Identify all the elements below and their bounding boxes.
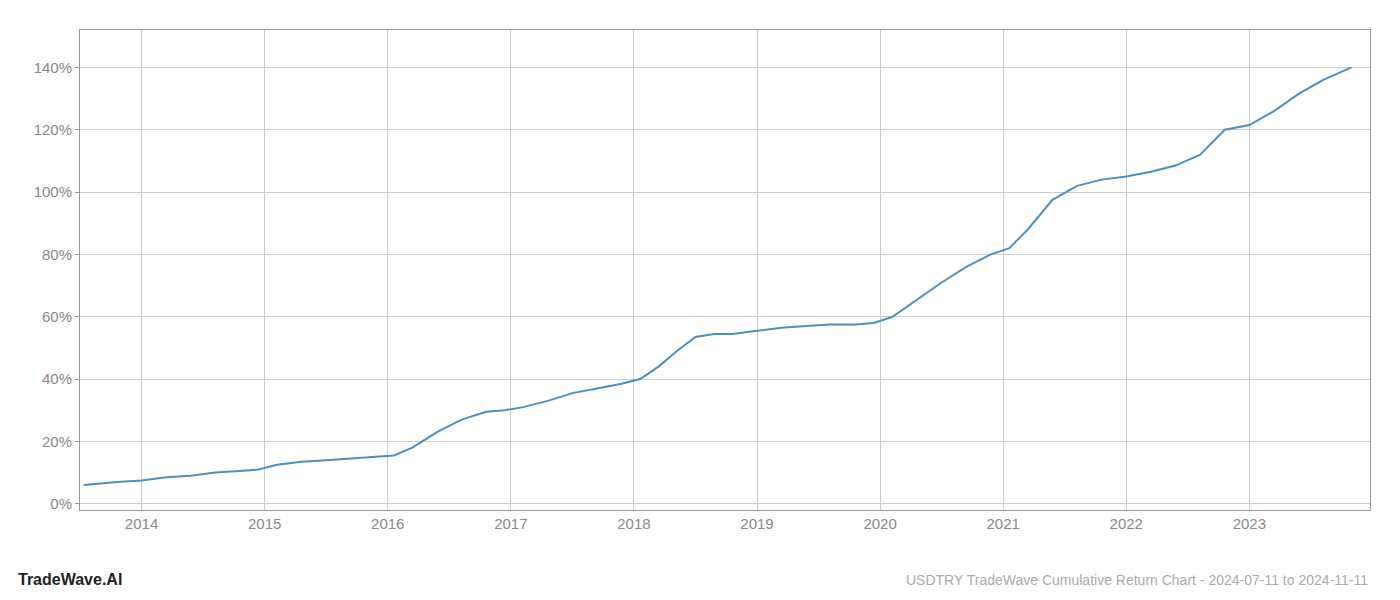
svg-text:2019: 2019 (740, 515, 773, 532)
svg-text:0%: 0% (50, 495, 72, 512)
svg-text:2018: 2018 (617, 515, 650, 532)
svg-text:60%: 60% (42, 308, 72, 325)
svg-text:2022: 2022 (1110, 515, 1143, 532)
svg-text:2023: 2023 (1233, 515, 1266, 532)
svg-text:2014: 2014 (125, 515, 158, 532)
svg-text:80%: 80% (42, 246, 72, 263)
svg-text:2021: 2021 (987, 515, 1020, 532)
svg-text:140%: 140% (34, 59, 72, 76)
svg-text:2016: 2016 (371, 515, 404, 532)
svg-text:40%: 40% (42, 370, 72, 387)
svg-text:120%: 120% (34, 121, 72, 138)
svg-text:2015: 2015 (248, 515, 281, 532)
svg-text:2020: 2020 (863, 515, 896, 532)
svg-text:2017: 2017 (494, 515, 527, 532)
svg-text:20%: 20% (42, 433, 72, 450)
svg-text:USDTRY TradeWave Cumulative Re: USDTRY TradeWave Cumulative Return Chart… (906, 572, 1368, 588)
svg-text:TradeWave.AI: TradeWave.AI (18, 571, 122, 588)
svg-text:100%: 100% (34, 183, 72, 200)
